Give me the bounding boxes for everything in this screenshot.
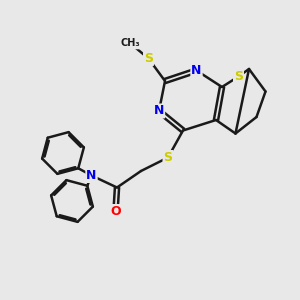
- Text: O: O: [110, 205, 121, 218]
- Text: CH₃: CH₃: [121, 38, 140, 49]
- Text: S: S: [144, 52, 153, 65]
- Text: S: S: [164, 151, 172, 164]
- Text: N: N: [191, 64, 202, 77]
- Text: N: N: [86, 169, 97, 182]
- Text: S: S: [234, 70, 243, 83]
- Text: N: N: [154, 104, 164, 118]
